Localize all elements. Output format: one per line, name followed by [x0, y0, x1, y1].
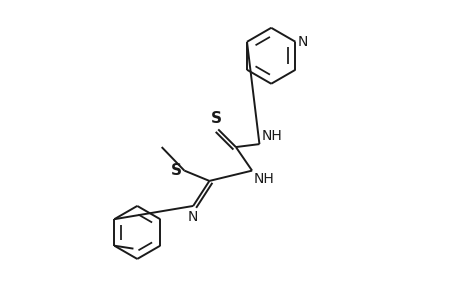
- Text: N: N: [297, 35, 308, 49]
- Text: NH: NH: [261, 129, 281, 143]
- Text: S: S: [170, 163, 181, 178]
- Text: S: S: [211, 111, 222, 126]
- Text: NH: NH: [253, 172, 274, 186]
- Text: N: N: [188, 210, 198, 224]
